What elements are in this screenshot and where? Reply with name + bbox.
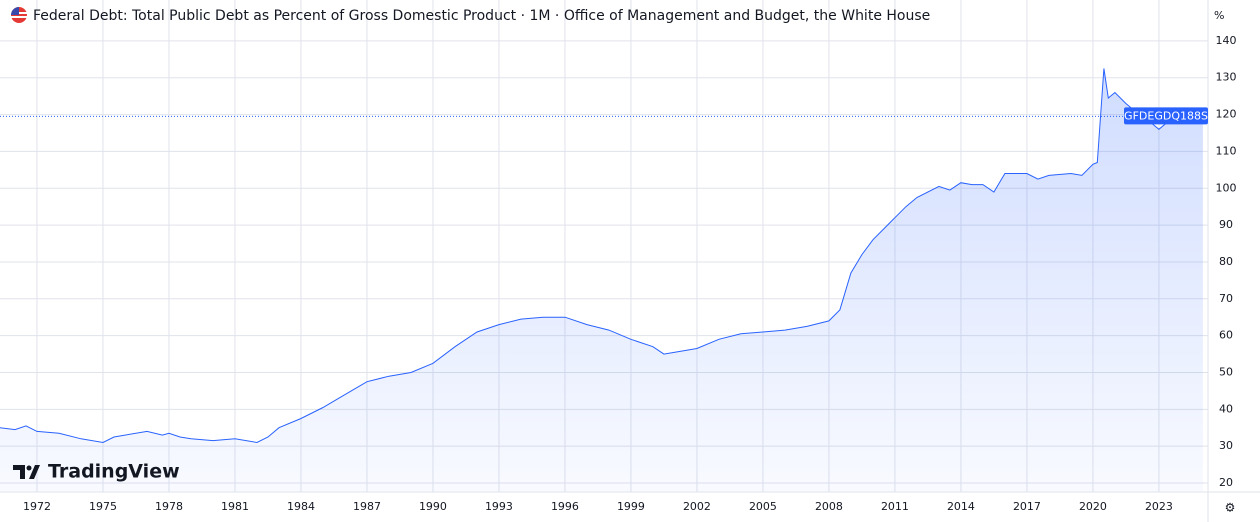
y-tick-label: 80: [1219, 255, 1233, 268]
line: [0, 68, 1204, 444]
y-tick-label: 120: [1216, 108, 1237, 121]
series-label-bg: [1124, 107, 1208, 125]
y-tick-label: 60: [1219, 329, 1233, 342]
x-tick-label: 1987: [353, 500, 381, 513]
x-tick-label: 1972: [23, 500, 51, 513]
x-tick-label: 2008: [815, 500, 843, 513]
x-tick-label: 1996: [551, 500, 579, 513]
x-tick-label: 1975: [89, 500, 117, 513]
y-unit: %: [1214, 9, 1224, 22]
chart-title: Federal Debt: Total Public Debt as Perce…: [33, 8, 930, 24]
y-tick-label: 130: [1216, 71, 1237, 84]
x-tick-label: 2017: [1013, 500, 1041, 513]
y-tick-label: 140: [1216, 34, 1237, 47]
x-tick-label: 1999: [617, 500, 645, 513]
x-tick-label: 2014: [947, 500, 975, 513]
y-tick-label: 40: [1219, 402, 1233, 415]
flag-icon: [11, 7, 27, 23]
x-tick-label: 1990: [419, 500, 447, 513]
x-tick-label: 2023: [1145, 500, 1173, 513]
logo: [13, 465, 40, 479]
watermark: TradingView: [48, 461, 180, 483]
y-tick-label: 70: [1219, 292, 1233, 305]
y-tick-label: 100: [1216, 181, 1237, 194]
x-tick-label: 1981: [221, 500, 249, 513]
y-tick-label: 90: [1219, 218, 1233, 231]
x-tick-label: 2002: [683, 500, 711, 513]
x-tick-label: 2020: [1079, 500, 1107, 513]
x-tick-label: 1984: [287, 500, 315, 513]
x-tick-label: 2005: [749, 500, 777, 513]
y-tick-label: 50: [1219, 365, 1233, 378]
x-tick-label: 1993: [485, 500, 513, 513]
series-label: GFDEGDQ188S: [1124, 109, 1208, 122]
x-tick-label: 2011: [881, 500, 909, 513]
y-tick-label: 30: [1219, 439, 1233, 452]
x-tick-label: 1978: [155, 500, 183, 513]
y-tick-label: 20: [1219, 476, 1233, 489]
y-tick-label: 110: [1216, 144, 1237, 157]
area: [0, 68, 1203, 492]
settings-icon[interactable]: ⚙: [1225, 501, 1236, 515]
